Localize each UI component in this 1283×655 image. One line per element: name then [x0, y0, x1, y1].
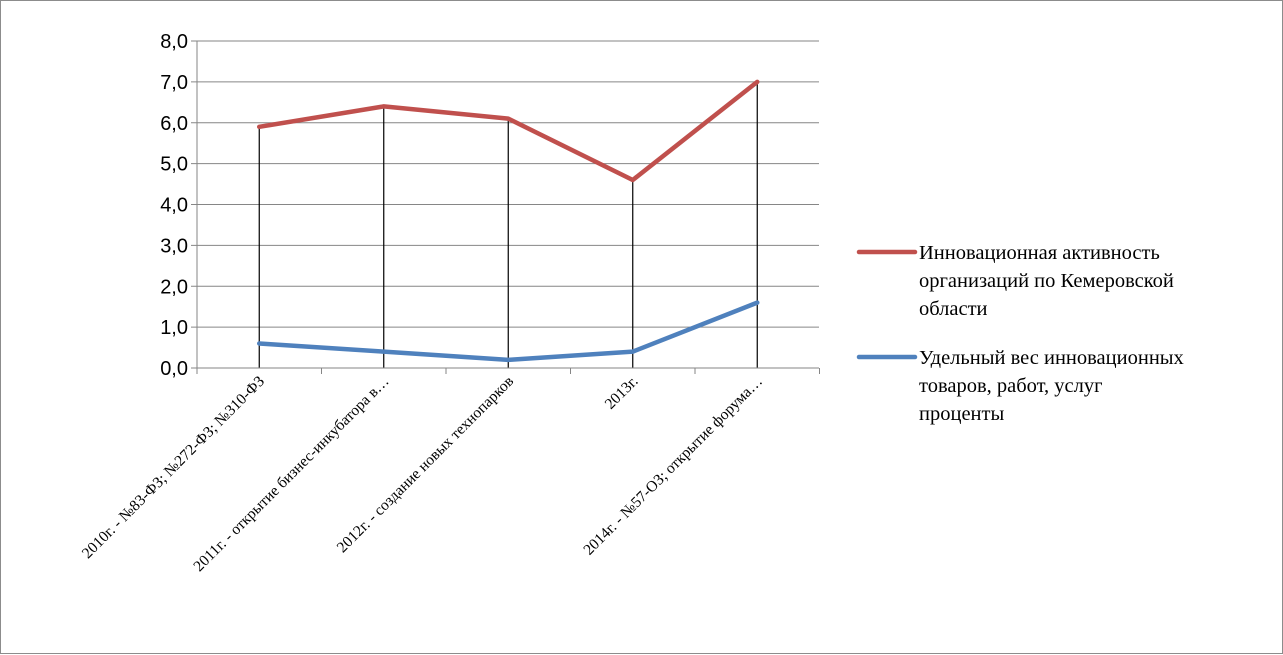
- y-tick-label: 4,0: [160, 195, 188, 217]
- y-tick-label: 5,0: [160, 154, 188, 176]
- y-tick-label: 7,0: [160, 72, 188, 94]
- legend-label-1: Инновационная активность: [919, 242, 1160, 264]
- legend-label-1: организаций по Кемеровской: [919, 270, 1174, 292]
- y-tick-label: 6,0: [160, 113, 188, 135]
- legend: Инновационная активность организаций по К…: [856, 242, 1184, 425]
- legend-label-2: Удельный вес инновационных: [919, 347, 1184, 369]
- series-line-1: [257, 79, 760, 183]
- y-tick-label: 8,0: [160, 31, 188, 53]
- series-lines: [257, 79, 760, 363]
- legend-label-2: товаров, работ, услуг: [919, 375, 1103, 397]
- series-line-2: [257, 300, 760, 363]
- y-tick-label: 2,0: [160, 276, 188, 298]
- x-tick-label: 2013г.: [602, 373, 642, 413]
- legend-label-2: проценты: [919, 403, 1004, 425]
- y-tick-label: 1,0: [160, 317, 188, 339]
- y-tick-label: 3,0: [160, 235, 188, 257]
- x-tick-label: 2011г. - открытие бизнес-инкубатора в…: [190, 373, 392, 575]
- y-tick-label: 0,0: [160, 358, 188, 380]
- legend-label-1: области: [919, 298, 988, 320]
- drop-lines: [258, 81, 758, 368]
